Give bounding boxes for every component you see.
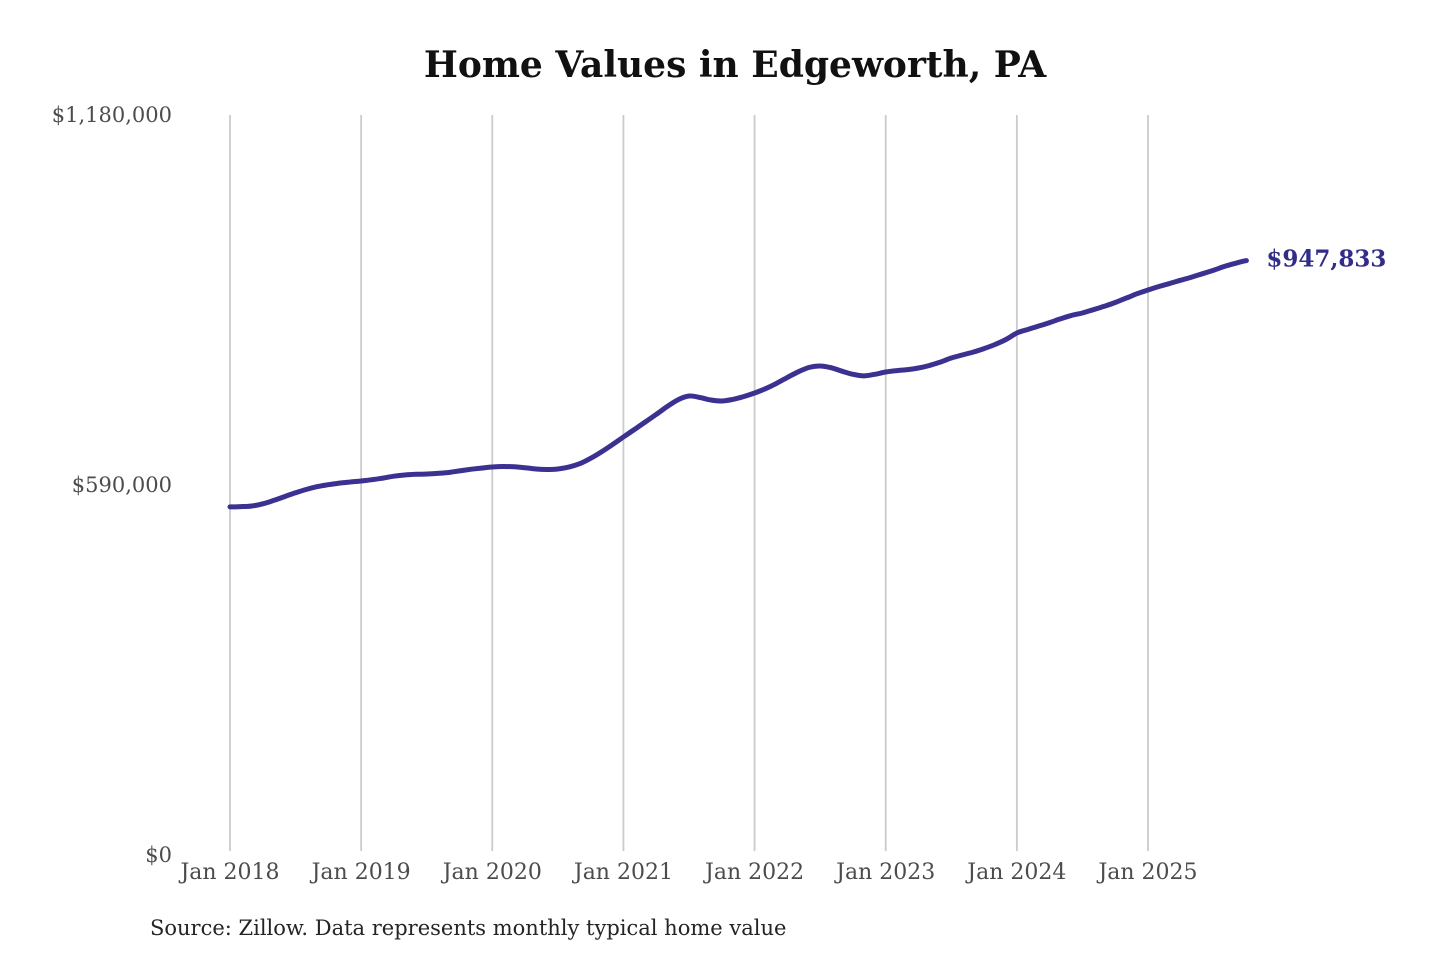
x-axis-tick-label: Jan 2020 xyxy=(442,860,542,885)
final-value-label: $947,833 xyxy=(1266,245,1387,273)
x-axis-tick-label: Jan 2025 xyxy=(1098,860,1198,885)
x-axis-tick-label: Jan 2019 xyxy=(311,860,411,885)
x-axis-tick-label: Jan 2022 xyxy=(705,860,805,885)
x-axis-tick-label: Jan 2023 xyxy=(836,860,936,885)
y-axis-tick-label: $0 xyxy=(145,843,172,867)
y-axis-tick-label: $1,180,000 xyxy=(51,103,172,127)
x-axis-tick-label: Jan 2021 xyxy=(573,860,673,885)
home-value-line xyxy=(227,258,1249,510)
x-axis-tick-label: Jan 2024 xyxy=(967,860,1067,885)
chart-title: Home Values in Edgeworth, PA xyxy=(423,44,1047,86)
y-axis-tick-label: $590,000 xyxy=(71,473,172,497)
source-note: Source: Zillow. Data represents monthly … xyxy=(150,916,787,940)
x-axis-tick-label: Jan 2018 xyxy=(180,860,280,885)
